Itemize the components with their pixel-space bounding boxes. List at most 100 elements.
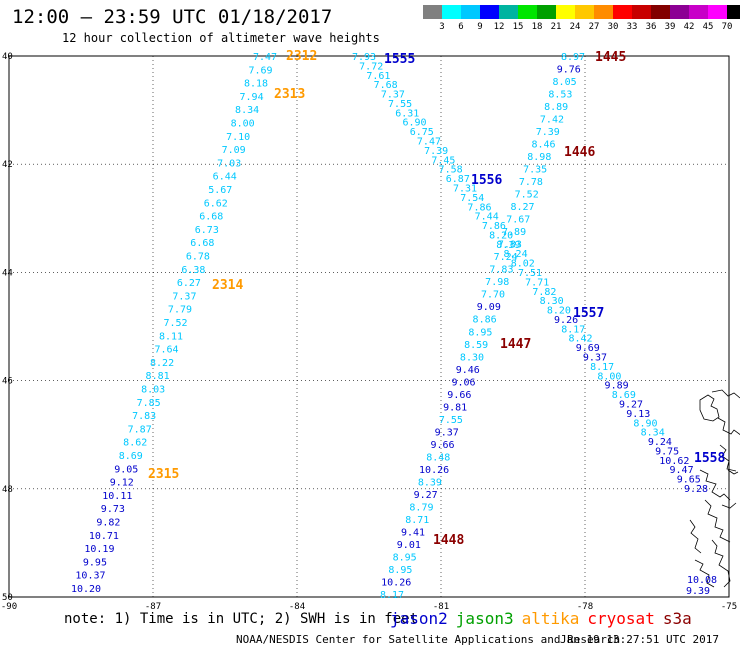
jason2-track-value: 8.30 [540,296,564,307]
altika-track-value: 6.44 [213,172,237,183]
coastline [689,389,740,588]
latitude-tick-label: 50 [2,593,13,603]
satellite-legend: jason2 jason3 altika cryosat s3a [390,609,700,628]
cryosat-track-value: 8.17 [380,590,404,601]
legend-s3a: s3a [662,609,692,628]
jason2-track-value: 9.89 [605,381,629,392]
cryosat-track-value: 8.98 [527,152,551,163]
jason2-track-value: 7.31 [453,183,477,194]
altika-track-value: 8.62 [123,438,147,449]
map-title: 12:00 — 23:59 UTC 01/18/2017 [12,6,333,28]
jason2-track-value: 6.90 [402,118,426,129]
longitude-tick-label: -75 [721,602,737,612]
jason2-track-value: 7.55 [388,99,412,110]
jason2-track-value: 8.42 [568,334,592,345]
cryosat-track-value: 10.26 [381,577,411,588]
altika-track-value: 9.82 [96,518,120,529]
longitude-tick-label: -90 [1,602,17,612]
jason2-track-value: 7.45 [431,155,455,166]
altika-track-value: 8.11 [159,331,183,342]
altika-track-value: 8.03 [141,385,165,396]
pass-label: 2313 [274,87,305,102]
longitude-tick-label: -87 [145,602,161,612]
color-scale-box [613,5,632,19]
jason2-track-value: 7.61 [366,71,390,82]
jason2-track-value: 9.28 [684,484,708,495]
color-scale-label: 27 [588,22,600,32]
jason2-track-value: 9.47 [670,465,694,476]
edge-track-value: 10.08 [687,575,717,586]
jason2-track-value: 9.13 [626,409,650,420]
color-scale-label: 39 [664,22,676,32]
color-scale-box [442,5,461,19]
cryosat-track-value: 8.95 [393,552,417,563]
cryosat-track-value: 8.86 [473,315,497,326]
altika-track-value: 9.12 [110,478,134,489]
jason2-track-value: 7.51 [518,268,542,279]
cryosat-track-value: 8.59 [464,340,488,351]
cryosat-track-value: 7.98 [485,277,509,288]
altika-track-value: 7.87 [128,424,152,435]
color-scale-label: 24 [569,22,581,32]
altika-track-value: 10.11 [102,491,132,502]
altika-track-value: 8.00 [231,119,255,130]
jason2-track-value: 6.31 [395,108,419,119]
cryosat-track-value: 8.95 [468,327,492,338]
altika-track-value: 7.03 [217,158,241,169]
altika-track-value: 9.73 [101,504,125,515]
map-grid: 40 42 44 46 48 50-90 -87 -84 -81 -78 -75 [1,52,737,612]
cryosat-track-value: 9.46 [456,365,480,376]
pass-label: 1445 [595,50,626,65]
cryosat-track-value: 7.83 [498,240,522,251]
color-scale-label: 36 [645,22,657,32]
cryosat-track-value: 7.24 [494,252,518,263]
jason2-track-value: 8.17 [561,324,585,335]
latitude-tick-label: 44 [2,268,13,278]
cryosat-track-value: 10.26 [419,465,449,476]
color-scale-label: 45 [702,22,714,32]
cryosat-track-value: 8.53 [548,90,572,101]
cryosat-track-value: 7.42 [540,115,564,126]
cryosat-track-value: 9.37 [435,427,459,438]
jason2-track-value: 10.62 [659,456,689,467]
jason2-track-value: 9.69 [576,343,600,354]
altika-track-value: 7.85 [137,398,161,409]
cryosat-track-value: 7.83 [489,265,513,276]
longitude-tick-label: -81 [433,602,449,612]
cryosat-track-value: 9.66 [430,440,454,451]
cryosat-track-value: 7.67 [506,215,530,226]
footnote: note: 1) Time is in UTC; 2) SWH is in fe… [64,611,419,627]
color-scale-box [537,5,556,19]
map-subtitle: 12 hour collection of altimeter wave hei… [62,31,380,45]
legend-jason2: jason2 [390,609,448,628]
altika-track-value: 8.22 [150,358,174,369]
jason2-track-value: 7.58 [439,165,463,176]
jason2-track-value: 7.44 [475,212,499,223]
color-scale-label: 42 [683,22,695,32]
altika-track-value: 7.10 [226,132,250,143]
cryosat-track-value: 7.78 [519,177,543,188]
cryosat-track-value: 9.81 [443,402,467,413]
cryosat-track-value: 8.71 [405,515,429,526]
altika-track-value: 10.71 [89,531,119,542]
color-scale-label: 30 [607,22,619,32]
altika-track-value: 7.79 [168,305,192,316]
credit-line: NOAA/NESDIS Center for Satellite Applica… [236,633,621,646]
color-scale-label: 15 [512,22,524,32]
color-scale-label: 70 [721,22,733,32]
altika-track-value: 7.64 [155,345,179,356]
jason2-track-value: 8.20 [547,306,571,317]
map-frame [8,55,730,598]
altika-track-value: 9.95 [83,557,107,568]
jason2-track-value: 7.72 [359,61,383,72]
pass-label: 2315 [148,467,179,482]
jason2-track-value: 7.68 [374,80,398,91]
color-scale-box [670,5,689,19]
jason2-track-value: 8.34 [641,428,665,439]
altika-track-value: 6.78 [186,252,210,263]
color-scale-box [594,5,613,19]
pass-label: 1448 [433,533,464,548]
color-scale-box [461,5,480,19]
jason2-track-value: 9.37 [583,353,607,364]
color-scale-box [575,5,594,19]
